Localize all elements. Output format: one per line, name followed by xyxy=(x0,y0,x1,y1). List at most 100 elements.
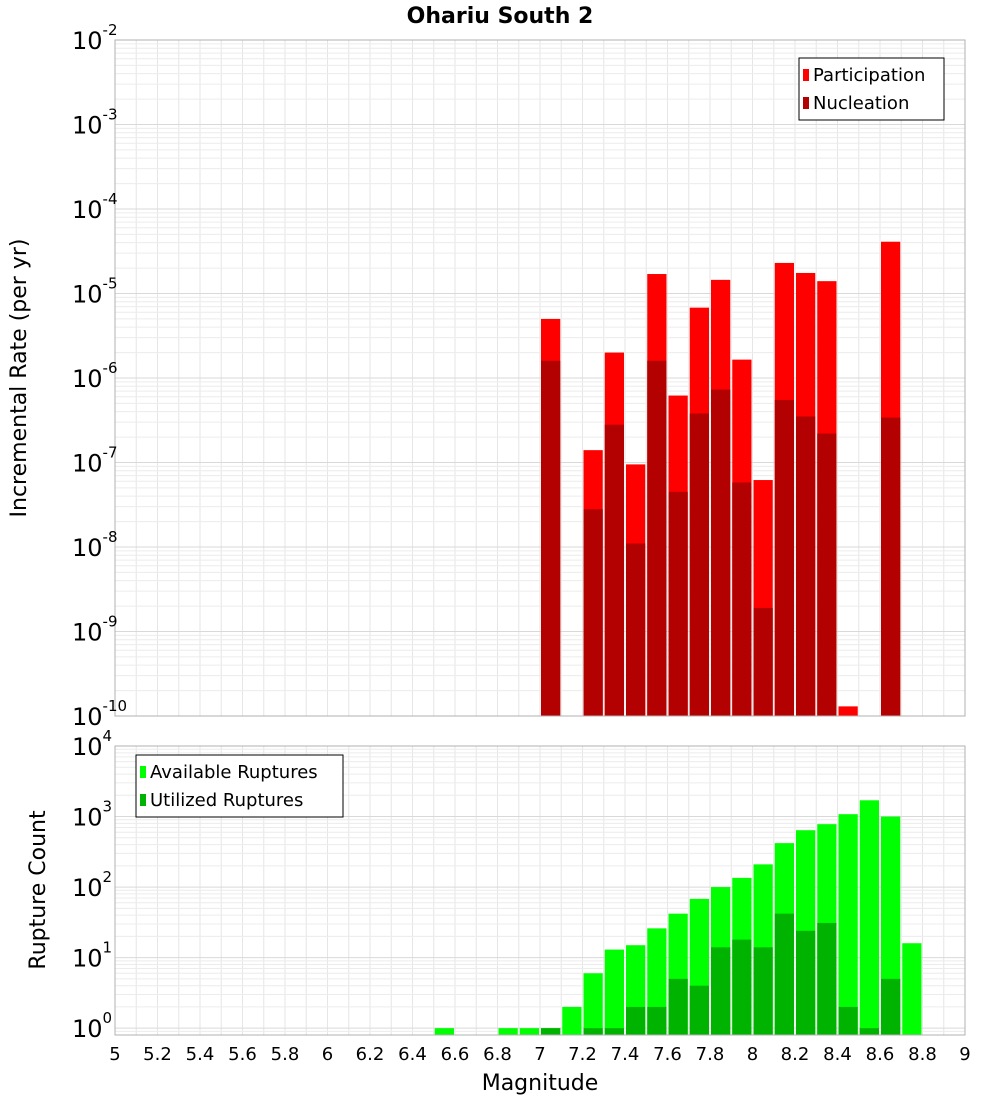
count-legend-box xyxy=(135,754,344,818)
x-tick-label: 7.2 xyxy=(568,1044,597,1065)
count-y-tick-label: 104 xyxy=(72,727,112,761)
count-bar-available-ruptures xyxy=(902,943,922,1035)
count-y-tick-label: 103 xyxy=(72,798,112,832)
x-tick-label: 8.8 xyxy=(908,1044,937,1065)
rate-bar-nucleation xyxy=(796,416,816,716)
x-tick-label: 7.6 xyxy=(653,1044,682,1065)
count-legend-label: Utilized Ruptures xyxy=(150,790,303,811)
count-y-tick-label: 100 xyxy=(72,1009,112,1043)
x-tick-label: 5.6 xyxy=(228,1044,257,1065)
y-axis-label-count: Rupture Count xyxy=(26,810,51,970)
count-bar-utilized-ruptures xyxy=(732,939,752,1035)
x-tick-label: 5.8 xyxy=(271,1044,300,1065)
rate-panel: 10-10 10-9 10-8 10-7 10-6 10-5 10-4 10-3 10-2 Par… xyxy=(72,21,966,731)
x-tick-label: 6.2 xyxy=(356,1044,385,1065)
rate-y-tick-label: 10-10 xyxy=(72,697,127,731)
count-legend: Available Ruptures Utilized Ruptures xyxy=(135,754,344,818)
rate-bar-nucleation xyxy=(541,360,561,716)
rate-y-tick-label: 10-4 xyxy=(72,190,118,224)
rate-bar-nucleation xyxy=(689,413,709,716)
x-tick-label: 8 xyxy=(747,1044,758,1065)
count-bar-utilized-ruptures xyxy=(689,985,709,1035)
count-bar-available-ruptures xyxy=(562,1006,582,1035)
rate-legend-label: Nucleation xyxy=(813,93,909,114)
rate-y-tick-label: 10-9 xyxy=(72,613,118,647)
count-bar-available-ruptures xyxy=(434,1028,454,1035)
count-bar-utilized-ruptures xyxy=(711,947,731,1035)
x-tick-label: 8.2 xyxy=(781,1044,810,1065)
x-tick-label: 7.8 xyxy=(696,1044,725,1065)
count-bar-available-ruptures xyxy=(498,1028,518,1035)
rate-bar-nucleation xyxy=(626,543,646,716)
count-bar-utilized-ruptures xyxy=(881,978,901,1035)
x-tick-label: 6.8 xyxy=(483,1044,512,1065)
rate-legend-box xyxy=(798,57,945,121)
rate-bar-nucleation xyxy=(604,424,624,716)
count-bar-utilized-ruptures xyxy=(817,922,837,1035)
count-bar-utilized-ruptures xyxy=(838,1006,858,1035)
count-bar-utilized-ruptures xyxy=(859,1028,879,1035)
x-tick-label: 6.6 xyxy=(441,1044,470,1065)
rate-grid xyxy=(114,39,966,717)
rate-bar-nucleation xyxy=(753,607,773,716)
count-bar-utilized-ruptures xyxy=(647,1006,667,1035)
count-bar-utilized-ruptures xyxy=(796,930,816,1035)
x-tick-label: 5 xyxy=(109,1044,120,1065)
count-bar-available-ruptures xyxy=(838,814,858,1035)
count-bar-utilized-ruptures xyxy=(753,947,773,1035)
count-legend-swatch xyxy=(140,766,146,778)
x-axis-label: Magnitude xyxy=(482,1071,599,1096)
x-tick-label: 5.4 xyxy=(186,1044,215,1065)
count-bar-utilized-ruptures xyxy=(604,1028,624,1035)
count-plot-frame xyxy=(114,745,966,1036)
rate-legend: Participation Nucleation xyxy=(798,57,945,121)
y-axis-label-rate: Incremental Rate (per yr) xyxy=(7,239,32,518)
count-bar-available-ruptures xyxy=(583,973,603,1035)
rate-bar-participation xyxy=(838,706,858,716)
x-tick-label: 6 xyxy=(322,1044,333,1065)
count-bar-utilized-ruptures xyxy=(626,1006,646,1035)
count-legend-label: Available Ruptures xyxy=(150,762,318,783)
rate-series-1 xyxy=(541,360,901,716)
x-tick-label: 7.4 xyxy=(611,1044,640,1065)
rate-bar-nucleation xyxy=(817,433,837,716)
count-bar-utilized-ruptures xyxy=(583,1028,603,1035)
count-bar-available-ruptures xyxy=(859,800,879,1035)
count-bar-utilized-ruptures xyxy=(668,978,688,1035)
rupture-count-panel: 100 101 102 103 104 5 5.2 5.4 5.6 5.8 6 6.2 6.4 6.6 6.… xyxy=(72,727,971,1065)
rate-bar-nucleation xyxy=(774,399,794,716)
count-legend-swatch xyxy=(140,794,146,806)
rate-legend-swatch xyxy=(803,97,809,109)
x-tick-label: 5.2 xyxy=(143,1044,172,1065)
count-series-1 xyxy=(541,913,901,1035)
rate-bar-nucleation xyxy=(583,509,603,716)
rate-bar-nucleation xyxy=(668,491,688,716)
rate-y-tick-label: 10-2 xyxy=(72,21,118,55)
x-tick-label: 7 xyxy=(534,1044,545,1065)
rate-y-tick-label: 10-6 xyxy=(72,359,118,393)
count-bar-available-ruptures xyxy=(519,1028,539,1035)
rate-legend-swatch xyxy=(803,69,809,81)
x-tick-label: 8.6 xyxy=(866,1044,895,1065)
count-bar-utilized-ruptures xyxy=(774,913,794,1035)
x-tick-label: 6.4 xyxy=(398,1044,427,1065)
count-y-tick-label: 102 xyxy=(72,868,112,902)
count-bar-utilized-ruptures xyxy=(541,1028,561,1035)
rate-legend-label: Participation xyxy=(813,65,925,86)
x-tick-label: 8.4 xyxy=(823,1044,852,1065)
x-tick-label: 9 xyxy=(959,1044,970,1065)
rate-y-tick-label: 10-8 xyxy=(72,528,118,562)
rate-plot-frame xyxy=(114,39,966,717)
rate-y-tick-label: 10-3 xyxy=(72,106,118,140)
rate-y-tick-label: 10-5 xyxy=(72,275,118,309)
chart-title: Ohariu South 2 xyxy=(407,4,594,29)
rate-bar-nucleation xyxy=(881,417,901,716)
rate-y-tick-label: 10-7 xyxy=(72,444,118,478)
rate-bar-nucleation xyxy=(711,389,731,716)
rate-bar-nucleation xyxy=(732,482,752,716)
count-y-tick-label: 101 xyxy=(72,939,112,973)
count-bar-available-ruptures xyxy=(604,949,624,1035)
rate-bar-nucleation xyxy=(647,360,667,716)
